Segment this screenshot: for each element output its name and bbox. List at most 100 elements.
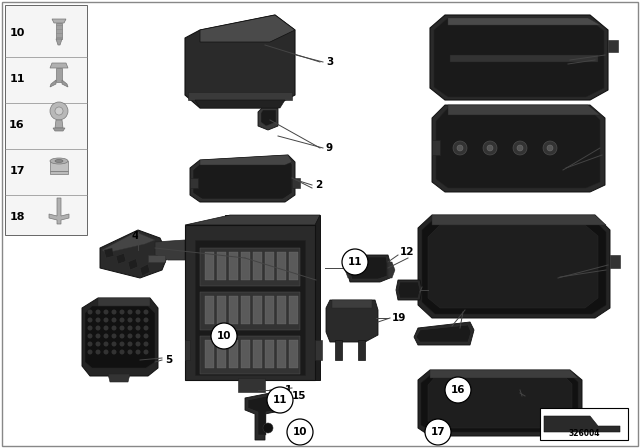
Circle shape [88, 349, 93, 354]
Circle shape [111, 333, 116, 339]
Circle shape [95, 310, 100, 314]
Polygon shape [428, 225, 598, 308]
Circle shape [95, 349, 100, 354]
Circle shape [143, 349, 148, 354]
Circle shape [88, 326, 93, 331]
Circle shape [120, 326, 125, 331]
Circle shape [136, 349, 141, 354]
Text: 1: 1 [285, 385, 292, 395]
Polygon shape [350, 257, 387, 279]
Text: 11: 11 [273, 395, 287, 405]
Text: 3: 3 [326, 57, 333, 67]
Polygon shape [50, 161, 68, 171]
Polygon shape [200, 15, 295, 42]
Polygon shape [217, 252, 226, 280]
Polygon shape [277, 252, 286, 280]
FancyBboxPatch shape [5, 5, 87, 235]
Polygon shape [50, 63, 68, 68]
Polygon shape [608, 40, 618, 52]
Text: 18: 18 [9, 212, 25, 222]
Polygon shape [277, 296, 286, 324]
Polygon shape [190, 155, 295, 202]
Polygon shape [345, 262, 350, 278]
Circle shape [513, 141, 527, 155]
Polygon shape [422, 218, 606, 314]
Circle shape [120, 341, 125, 346]
Circle shape [136, 318, 141, 323]
Circle shape [543, 141, 557, 155]
Text: 4: 4 [131, 231, 139, 241]
Polygon shape [241, 296, 250, 324]
Circle shape [136, 326, 141, 331]
Circle shape [136, 341, 141, 346]
Polygon shape [52, 19, 66, 23]
Polygon shape [217, 296, 226, 324]
Circle shape [211, 323, 237, 349]
Circle shape [104, 341, 109, 346]
Polygon shape [100, 230, 168, 278]
Polygon shape [148, 255, 165, 262]
Circle shape [95, 326, 100, 331]
Circle shape [55, 107, 63, 115]
Circle shape [453, 141, 467, 155]
Polygon shape [261, 110, 276, 126]
Polygon shape [50, 171, 68, 174]
Circle shape [120, 349, 125, 354]
Text: 8: 8 [572, 57, 579, 67]
Polygon shape [200, 336, 300, 374]
Polygon shape [217, 340, 226, 368]
Polygon shape [448, 105, 600, 115]
Text: 20: 20 [424, 280, 438, 290]
Polygon shape [188, 92, 292, 100]
Circle shape [127, 333, 132, 339]
Polygon shape [348, 255, 390, 282]
Circle shape [143, 318, 148, 323]
Circle shape [425, 419, 451, 445]
Polygon shape [241, 252, 250, 280]
Polygon shape [277, 340, 286, 368]
Circle shape [287, 419, 313, 445]
Circle shape [127, 341, 132, 346]
Circle shape [120, 333, 125, 339]
Text: 17: 17 [431, 427, 445, 437]
Circle shape [111, 349, 116, 354]
Polygon shape [195, 240, 305, 375]
Polygon shape [434, 18, 604, 97]
Circle shape [111, 318, 116, 323]
Circle shape [88, 318, 93, 323]
Circle shape [95, 333, 100, 339]
Circle shape [127, 349, 132, 354]
Text: 12: 12 [400, 247, 415, 257]
Text: 16: 16 [9, 120, 25, 130]
Circle shape [88, 333, 93, 339]
Polygon shape [292, 178, 300, 188]
Polygon shape [200, 292, 300, 330]
Polygon shape [56, 23, 62, 39]
Polygon shape [315, 340, 322, 360]
Polygon shape [428, 376, 572, 428]
Polygon shape [253, 296, 262, 324]
Polygon shape [253, 252, 262, 280]
Polygon shape [253, 340, 262, 368]
Text: 19: 19 [392, 313, 406, 323]
Polygon shape [193, 158, 292, 199]
Polygon shape [49, 198, 69, 224]
Circle shape [547, 145, 553, 151]
Circle shape [104, 326, 109, 331]
Polygon shape [205, 340, 214, 368]
Polygon shape [229, 340, 238, 368]
Polygon shape [335, 340, 342, 360]
Polygon shape [140, 264, 150, 276]
Polygon shape [332, 300, 372, 308]
Polygon shape [414, 322, 474, 345]
Polygon shape [50, 80, 56, 87]
Polygon shape [448, 18, 600, 25]
Polygon shape [185, 215, 320, 225]
Circle shape [143, 326, 148, 331]
Circle shape [111, 341, 116, 346]
Polygon shape [200, 248, 300, 286]
Circle shape [111, 310, 116, 314]
Polygon shape [108, 374, 130, 382]
Circle shape [487, 145, 493, 151]
Polygon shape [450, 55, 598, 62]
